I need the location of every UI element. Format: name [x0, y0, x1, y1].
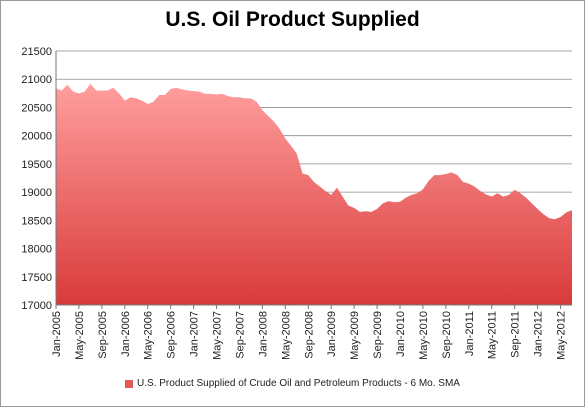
y-tick-label: 20500: [21, 102, 52, 114]
x-tick-label: Sep-2009: [372, 311, 384, 359]
area-series-fill: [56, 83, 572, 306]
x-tick-label: May-2012: [556, 311, 568, 360]
y-tick-label: 18000: [21, 244, 52, 256]
x-tick-label: May-2005: [74, 311, 86, 360]
x-tick-label: Sep-2005: [97, 311, 109, 359]
legend: U.S. Product Supplied of Crude Oil and P…: [0, 378, 585, 389]
x-tick-label: Jan-2010: [395, 311, 407, 357]
y-tick-label: 21500: [21, 46, 52, 58]
chart-title: U.S. Oil Product Supplied: [165, 8, 420, 31]
x-tick-label: Sep-2006: [166, 311, 178, 359]
x-tick-label: Sep-2007: [234, 311, 246, 359]
y-tick-label: 19000: [21, 187, 52, 199]
x-tick-label: Jan-2005: [51, 311, 63, 357]
x-tick-labels: Jan-2005 May-2005 Sep-2005 Jan-2006 May-2006…: [51, 311, 568, 360]
y-tick-label: 21000: [21, 74, 52, 86]
x-tick-label: Sep-2011: [510, 311, 522, 358]
x-tick-label: Jan-2011: [464, 311, 476, 356]
x-tick-label: Jan-2007: [189, 311, 201, 357]
x-tick-label: May-2008: [280, 311, 292, 360]
x-tick-label: Sep-2010: [441, 311, 453, 359]
y-tick-label: 17000: [21, 300, 52, 312]
area-series: [56, 83, 572, 306]
y-tick-label: 18500: [21, 215, 52, 227]
x-tick-label: May-2010: [418, 311, 430, 360]
y-tick-label: 20000: [21, 131, 52, 143]
axes: [55, 51, 572, 309]
x-tick-label: Sep-2008: [303, 311, 315, 359]
x-tick-label: May-2011: [487, 311, 499, 359]
x-tick-label: May-2009: [349, 311, 361, 360]
x-tick-label: Jan-2009: [326, 311, 338, 357]
legend-label: U.S. Product Supplied of Crude Oil and P…: [137, 378, 460, 389]
x-tick-label: Jan-2008: [257, 311, 269, 357]
legend-swatch: [125, 379, 134, 388]
x-tick-label: May-2006: [143, 311, 155, 360]
y-tick-label: 17500: [21, 272, 52, 284]
y-tick-labels: 17000 17500 18000 18500 19000 19500 20000 20500…: [21, 46, 52, 312]
x-tick-label: Jan-2012: [533, 311, 545, 357]
x-tick-label: May-2007: [212, 311, 224, 360]
x-tick-label: Jan-2006: [120, 311, 132, 357]
y-tick-label: 19500: [21, 159, 52, 171]
